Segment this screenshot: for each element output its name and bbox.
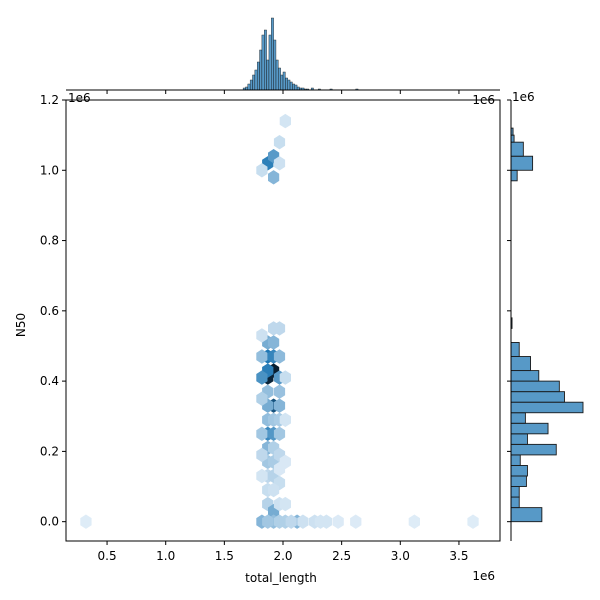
right-histogram-bar <box>510 141 524 157</box>
right-histogram-bar <box>510 412 526 424</box>
right-marginal-offset-text: 1e6 <box>512 90 535 104</box>
y-tick-label: 0.2 <box>40 444 59 458</box>
top-histogram-bar <box>273 39 277 91</box>
y-tick-label: 0.0 <box>40 515 59 529</box>
right-histogram-bar <box>510 356 531 372</box>
right-histogram-bar <box>510 380 560 393</box>
hexbin <box>297 514 309 529</box>
right-histogram-bar <box>510 342 520 357</box>
top-histogram-bar <box>285 77 288 91</box>
hexbin <box>279 113 291 129</box>
hexbin <box>279 412 291 427</box>
hexbin <box>273 426 286 441</box>
x-tick-label: 3.5 <box>449 549 468 563</box>
y-tick-label: 0.6 <box>40 304 59 318</box>
y-tick-label: 0.8 <box>40 234 59 248</box>
y-offset-text: 1e6 <box>68 91 91 105</box>
right-histogram-bar <box>510 433 528 445</box>
hexbin <box>273 398 286 413</box>
right-histogram-bar <box>510 496 520 509</box>
top-histogram-bar <box>259 49 263 91</box>
hexbin <box>256 391 268 406</box>
x-axis-label: total_length <box>245 571 317 585</box>
hexbin <box>256 370 268 385</box>
hexbin <box>80 514 92 529</box>
top-histogram-bar <box>249 79 253 91</box>
x-tick-label: 2.5 <box>332 549 351 563</box>
x-tick-label: 1.0 <box>156 549 175 563</box>
top-histogram-bar <box>294 84 298 91</box>
hexbin <box>273 156 286 171</box>
hexbin <box>262 514 274 529</box>
y-tick-label: 0.4 <box>40 374 59 388</box>
y-axis-label: N50 <box>14 313 28 337</box>
top-marginal-offset-text: 1e6 <box>472 93 495 107</box>
hexbin <box>467 514 479 529</box>
hexbin-panel <box>80 113 479 529</box>
x-tick-label: 2.0 <box>273 549 292 563</box>
right-histogram-bar <box>510 401 584 414</box>
hexbin <box>268 482 280 498</box>
hexbin <box>273 384 286 399</box>
right-marginal-histogram <box>507 99 584 541</box>
top-histogram-bar <box>292 83 295 91</box>
hexbin <box>256 349 268 364</box>
hexbin <box>273 461 286 477</box>
top-histogram-bar <box>266 59 270 91</box>
right-histogram-bar <box>510 169 518 182</box>
top-histogram-bar <box>275 59 279 91</box>
top-marginal-histogram <box>66 17 500 94</box>
right-histogram-bar <box>510 422 549 435</box>
top-histogram-bar <box>271 17 274 91</box>
right-histogram-bar <box>510 155 534 171</box>
hexbin <box>256 426 268 441</box>
right-histogram-bar <box>510 475 527 487</box>
right-histogram-bar <box>510 454 521 466</box>
hexbin <box>408 514 420 529</box>
top-histogram-bar <box>252 74 256 91</box>
hexbin <box>332 514 344 529</box>
top-histogram-bar <box>254 69 258 91</box>
top-histogram-bar <box>280 74 284 91</box>
hexbin <box>256 468 268 484</box>
hexbin <box>273 349 286 364</box>
right-histogram-bar <box>510 486 520 498</box>
x-tick-label: 3.0 <box>391 549 410 563</box>
right-histogram-bar <box>510 391 565 403</box>
top-histogram-bar <box>247 83 251 91</box>
hexbin <box>268 170 280 185</box>
hexbin <box>279 496 291 512</box>
hexbin <box>350 514 362 529</box>
hexbin <box>285 514 297 529</box>
hexbin <box>256 328 268 343</box>
top-histogram-bar <box>287 79 291 91</box>
hexbin <box>256 163 268 178</box>
hexbin <box>279 370 291 385</box>
hexbin <box>268 335 280 350</box>
x-offset-text: 1e6 <box>472 569 495 583</box>
right-histogram-bar <box>510 370 540 382</box>
hexbin <box>320 514 332 529</box>
top-histogram-bar <box>264 29 267 91</box>
top-histogram-bar <box>268 34 272 91</box>
hexbin <box>268 321 280 336</box>
top-histogram-bar <box>261 34 265 91</box>
right-histogram-bar <box>510 443 557 456</box>
top-histogram-bar <box>289 81 293 91</box>
x-tick-label: 1.5 <box>215 549 234 563</box>
right-histogram-bar <box>510 507 543 523</box>
top-histogram-bar <box>278 67 281 91</box>
right-histogram-bar <box>510 465 528 477</box>
x-tick-label: 0.5 <box>98 549 117 563</box>
top-histogram-bar <box>256 61 260 91</box>
y-tick-label: 1.0 <box>40 163 59 177</box>
y-tick-label: 1.2 <box>40 93 59 107</box>
hexbin <box>273 135 286 150</box>
hexbin <box>256 447 268 463</box>
top-histogram-bar <box>282 71 286 91</box>
axes: 0.5 1.0 1.5 2.0 2.5 3.0 3.5 0.0 0.2 0.4 0.6 0.8 1.0 1… <box>40 93 501 563</box>
